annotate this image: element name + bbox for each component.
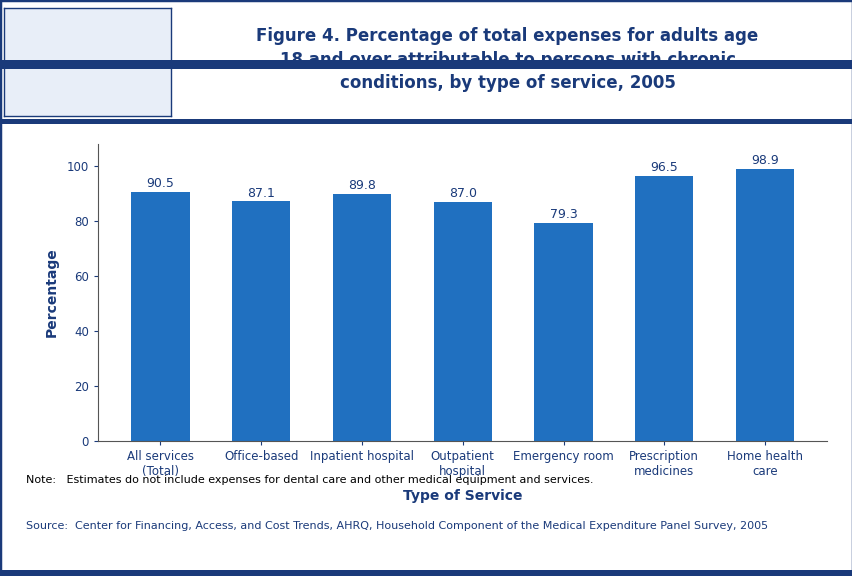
Text: Note:   Estimates do not include expenses for dental care and other medical equi: Note: Estimates do not include expenses … bbox=[26, 475, 592, 485]
Text: 79.3: 79.3 bbox=[549, 208, 577, 221]
Text: 87.0: 87.0 bbox=[448, 187, 476, 200]
Y-axis label: Percentage: Percentage bbox=[44, 248, 59, 337]
Text: 90.5: 90.5 bbox=[147, 177, 174, 191]
Bar bbox=[433, 202, 492, 441]
Bar bbox=[232, 202, 291, 441]
Bar bbox=[735, 169, 793, 441]
X-axis label: Type of Service: Type of Service bbox=[402, 489, 522, 503]
Text: 98.9: 98.9 bbox=[751, 154, 778, 168]
Bar bbox=[533, 223, 592, 441]
Text: 96.5: 96.5 bbox=[649, 161, 677, 174]
Text: Source:  Center for Financing, Access, and Cost Trends, AHRQ, Household Componen: Source: Center for Financing, Access, an… bbox=[26, 521, 767, 531]
Text: 87.1: 87.1 bbox=[247, 187, 275, 200]
Text: 89.8: 89.8 bbox=[348, 179, 376, 192]
Bar bbox=[131, 192, 189, 441]
Text: Figure 4. Percentage of total expenses for adults age
18 and over attributable t: Figure 4. Percentage of total expenses f… bbox=[256, 27, 757, 92]
Bar bbox=[332, 194, 391, 441]
Bar bbox=[634, 176, 693, 441]
